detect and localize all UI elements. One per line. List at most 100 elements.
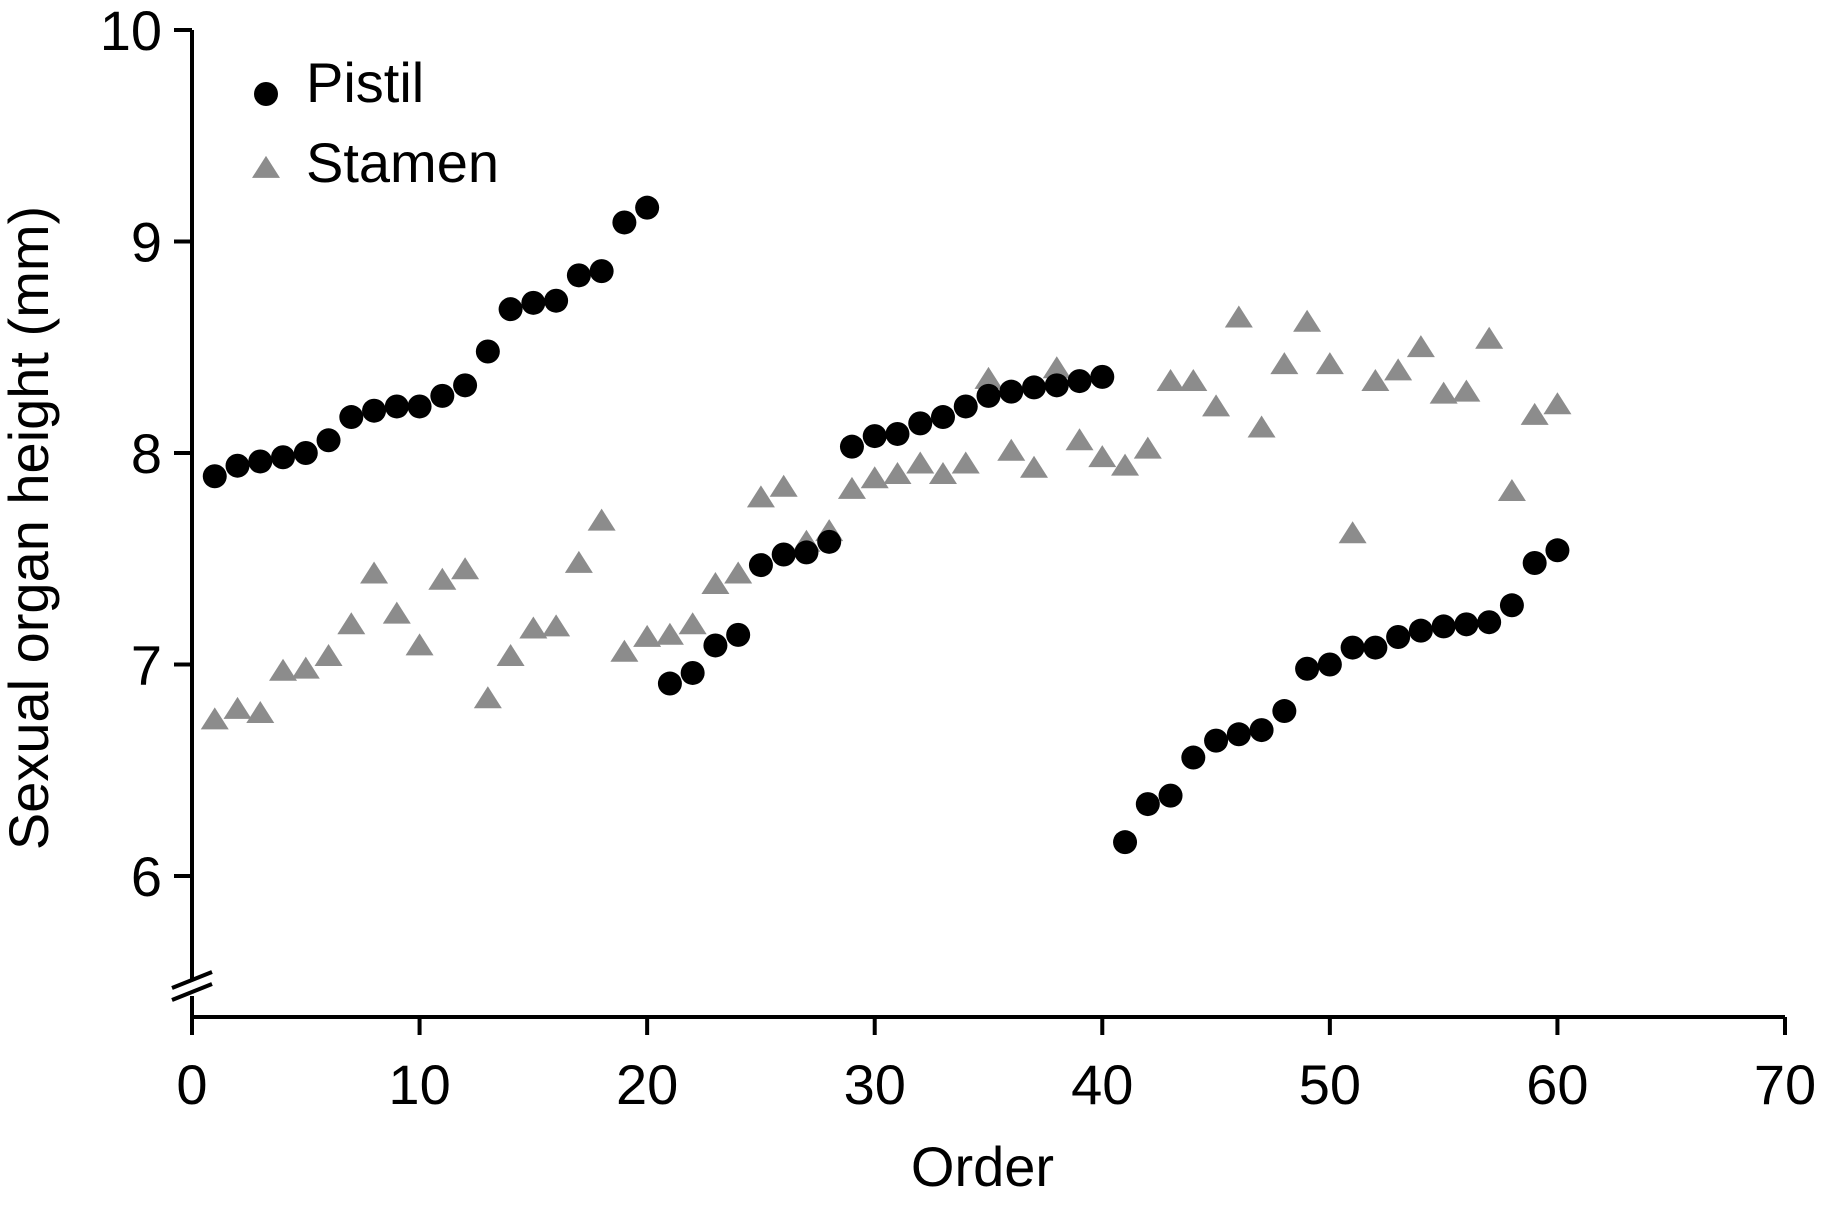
stamen-point (883, 462, 912, 485)
pistil-point (1158, 783, 1183, 808)
pistil-point (1044, 373, 1069, 398)
pistil-point (384, 394, 409, 419)
stamen-point (860, 466, 889, 489)
pistil-point (1272, 699, 1297, 724)
pistil-point (248, 449, 273, 474)
stamen-point (906, 451, 935, 474)
stamen-point (246, 701, 275, 724)
pistil-point (1317, 652, 1342, 677)
legend: Pistil Stamen (252, 51, 499, 194)
stamen-point (1361, 368, 1390, 391)
x-tick-label: 60 (1526, 1053, 1588, 1116)
stamen-point (633, 624, 662, 647)
pistil-point (999, 379, 1024, 404)
stamen-point (1179, 368, 1208, 391)
pistil-point (1545, 538, 1570, 563)
pistil-point (862, 424, 887, 449)
pistil-point (1135, 792, 1160, 817)
stamen-point (1065, 428, 1094, 451)
stamen-point (974, 366, 1003, 389)
pistil-point (1522, 550, 1547, 575)
stamen-point (1202, 394, 1231, 417)
x-axis-title: Order (911, 1135, 1054, 1198)
stamen-point (1042, 356, 1071, 379)
x-tick-label: 70 (1754, 1053, 1816, 1116)
legend-triangle-marker (252, 155, 280, 178)
x-tick-label: 10 (388, 1053, 450, 1116)
pistil-point (612, 210, 637, 235)
pistil-point (1181, 745, 1206, 770)
stamen-point (701, 572, 730, 595)
stamen-point (405, 633, 434, 656)
stamen-point (1020, 455, 1049, 478)
pistil-point (225, 453, 250, 478)
pistil-point (1386, 625, 1411, 650)
stamen-point (724, 561, 753, 584)
pistil-point (839, 434, 864, 459)
pistil-point (1226, 722, 1251, 747)
stamen-point (1156, 368, 1185, 391)
pistil-point (293, 441, 318, 465)
stamen-point (451, 557, 480, 580)
pistil-point (1431, 614, 1456, 639)
pistil-point (1249, 718, 1274, 743)
x-tick-label: 40 (1071, 1053, 1133, 1116)
pistil-point (703, 633, 728, 658)
stamen-point (1497, 478, 1526, 501)
pistil-point (930, 405, 955, 430)
stamen-point (678, 612, 707, 635)
stamen-point (610, 639, 639, 662)
legend-circle-icon (254, 82, 278, 106)
stamen-point (519, 616, 548, 639)
stamen-point (382, 601, 411, 624)
pistil-point (1408, 618, 1433, 643)
pistil-point (1477, 610, 1502, 635)
stamen-point (997, 438, 1026, 461)
stamen-point (951, 451, 980, 474)
stamen-point (1543, 392, 1572, 415)
stamen-point (473, 686, 502, 709)
y-tick-label: 8 (131, 422, 162, 485)
pistil-point (1090, 364, 1115, 389)
stamen-point (337, 612, 366, 635)
pistil-point (339, 405, 364, 430)
pistil-point (1499, 593, 1524, 618)
pistil-point (1113, 830, 1138, 855)
stamen-point (291, 656, 320, 679)
stamen-point (769, 474, 798, 497)
break-slash (171, 982, 213, 1002)
pistil-point (407, 394, 432, 419)
y-axis-title: Sexual organ height (mm) (0, 206, 60, 850)
pistil-point (202, 464, 227, 489)
stamen-point (1270, 352, 1299, 375)
pistil-point (1295, 656, 1320, 681)
stamen-point (837, 476, 866, 499)
pistil-point (362, 398, 387, 423)
stamen-point (1133, 436, 1162, 459)
legend-item-stamen: Stamen (252, 131, 499, 194)
stamen-point (428, 567, 457, 590)
y-tick-label: 10 (100, 0, 162, 62)
pistil-point (771, 542, 796, 567)
pistil-point (1067, 369, 1092, 394)
pistil-point (566, 263, 591, 288)
x-tick-label: 0 (176, 1053, 207, 1116)
axes: 0 10 20 30 40 50 60 70 6 7 8 9 10 (100, 0, 1816, 1116)
x-tick-label: 50 (1299, 1053, 1361, 1116)
y-axis-ticks: 6 7 8 9 10 (100, 0, 192, 908)
pistil-point (430, 383, 455, 408)
stamen-point (200, 707, 229, 730)
pistil-point (498, 297, 523, 322)
stamen-point (542, 614, 571, 637)
pistil-point (794, 540, 819, 565)
series-pistil (202, 195, 1570, 855)
stamen-point (269, 658, 298, 681)
stamen-point (1406, 335, 1435, 358)
stamen-point (1338, 521, 1367, 544)
stamen-point (314, 643, 343, 666)
stamen-point (1247, 415, 1276, 438)
y-axis-break-mark (171, 970, 213, 1002)
pistil-point (271, 445, 296, 470)
stamen-point (655, 622, 684, 645)
pistil-point (1204, 728, 1229, 753)
